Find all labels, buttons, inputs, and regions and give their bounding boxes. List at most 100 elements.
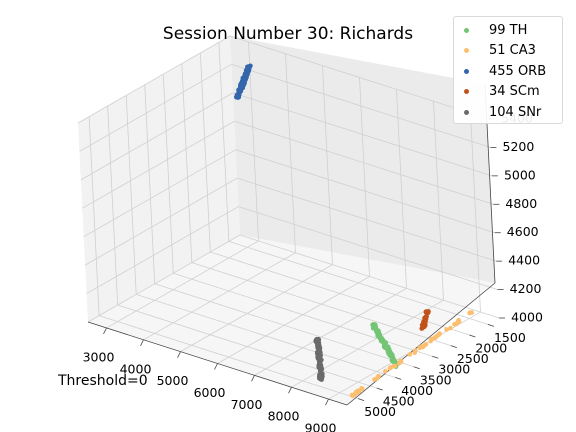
grid-line-z: [231, 64, 491, 148]
z-tick-label: 4000: [511, 310, 543, 325]
grid-line-z: [229, 35, 490, 120]
scatter-point: [398, 358, 403, 364]
grid-line-y: [191, 262, 451, 346]
scatter-point: [379, 336, 385, 341]
legend-marker: [464, 68, 469, 74]
x-tick-mark: [288, 387, 292, 394]
scatter-point: [245, 68, 250, 74]
grid-line-x: [359, 77, 370, 277]
pane-back: [230, 36, 495, 283]
z-tick-label: 5200: [503, 139, 535, 154]
scatter-point: [467, 310, 472, 316]
legend-marker: [464, 48, 469, 54]
scatter-point: [319, 375, 325, 380]
grid-line-z: [84, 177, 238, 266]
y-tick-mark: [413, 366, 420, 370]
grid-line-y: [98, 315, 359, 400]
scatter-point: [455, 319, 461, 324]
grid-line-z: [79, 64, 232, 152]
grid-line-z: [238, 206, 498, 290]
scatter-point: [239, 85, 245, 90]
scatter-point: [372, 322, 377, 327]
grid-line-x: [470, 113, 481, 313]
z-tick-label: 4800: [505, 196, 537, 211]
series-104-snr: [313, 336, 325, 382]
grid-line-x: [217, 276, 370, 364]
y-tick-mark: [395, 377, 402, 380]
scatter-point: [433, 334, 439, 340]
scatter-point: [360, 386, 365, 392]
scatter-point: [315, 345, 321, 351]
x-tick-mark: [103, 327, 107, 335]
legend-item: 34 SCm: [464, 82, 562, 103]
grid-line-z: [232, 92, 492, 177]
grid-line-y: [199, 52, 211, 252]
scatter-point: [234, 94, 239, 99]
grid-line-y: [107, 106, 119, 306]
y-tick-label: 5000: [364, 404, 396, 419]
legend-label: 51 CA3: [489, 43, 536, 59]
grid-line-x: [291, 299, 444, 388]
x-tick-label: 5000: [157, 373, 189, 388]
legend: 99 TH 51 CA3 455 ORB 34 SCm 104 SNr: [453, 16, 563, 124]
scatter-point: [448, 325, 453, 331]
grid-line-y: [154, 283, 414, 368]
legend-item: 104 SNr: [464, 102, 562, 123]
grid-line-x: [433, 101, 444, 301]
y-tick-mark: [376, 387, 383, 391]
grid-line-y: [181, 63, 193, 263]
scatter-point: [424, 309, 429, 315]
grid-line-x: [248, 41, 259, 241]
grid-line-x: [180, 264, 333, 352]
scatter-point: [385, 347, 391, 352]
legend-marker: [464, 109, 469, 115]
scatter-point: [390, 352, 395, 358]
grid-line-x: [143, 252, 296, 341]
grid-line-y: [125, 95, 137, 295]
legend-label: 34 SCm: [489, 84, 540, 100]
legend-label: 99 TH: [489, 22, 528, 38]
scatter-point: [315, 341, 321, 347]
legend-label: 455 ORB: [489, 63, 547, 79]
scatter-point: [242, 77, 247, 83]
scatter-point: [316, 349, 321, 355]
series-99-th: [370, 322, 400, 370]
y-tick-mark: [487, 323, 495, 327]
z-tick-label: 4200: [510, 281, 542, 296]
x-tick-mark: [140, 339, 144, 346]
scatter-point: [372, 377, 377, 382]
chart-title: Session Number 30: Richards: [162, 24, 414, 44]
grid-line-y: [117, 304, 377, 389]
x-tick-label: 3000: [83, 349, 115, 364]
grid-line-z: [87, 234, 241, 323]
legend-item: 99 TH: [464, 20, 562, 41]
grid-line-z: [237, 177, 497, 262]
series-51-ca3: [349, 310, 475, 399]
grid-line-y: [136, 294, 396, 378]
scatter-point: [407, 352, 413, 357]
x-tick-mark: [251, 375, 255, 382]
scatter-point: [244, 73, 249, 79]
grid-line-x: [285, 53, 296, 253]
series-34-scm: [419, 309, 431, 331]
x-tick-mark: [177, 351, 181, 358]
grid-line-x: [254, 288, 407, 376]
scatter-point: [376, 333, 381, 338]
grid-line-z: [82, 120, 235, 209]
x-tick-label: 9000: [305, 421, 337, 432]
legend-marker: [464, 27, 469, 33]
scatter-point: [382, 345, 387, 350]
scatter-point: [436, 332, 442, 338]
scatter-point: [318, 361, 323, 367]
x-tick-mark: [214, 363, 218, 370]
y-tick-mark: [469, 334, 476, 338]
legend-item: 51 CA3: [464, 41, 562, 62]
grid-line-x: [328, 311, 481, 400]
scatter-point: [376, 373, 381, 379]
scatter-point: [245, 65, 251, 70]
series-455-orb: [234, 63, 253, 100]
scatter-point: [387, 366, 393, 371]
y-tick-label: 3500: [420, 372, 452, 387]
scatter-point: [240, 81, 245, 86]
